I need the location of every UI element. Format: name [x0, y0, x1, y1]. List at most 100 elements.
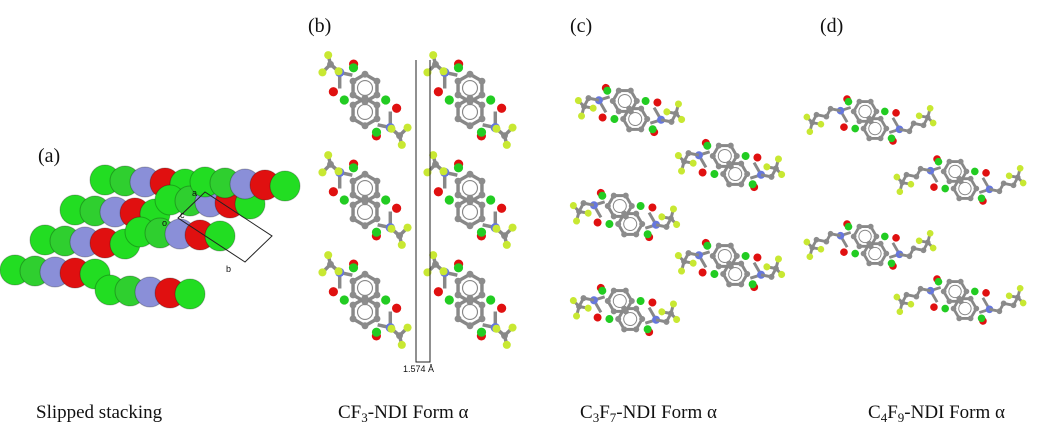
atom: [929, 302, 939, 312]
atom: [398, 341, 406, 349]
atom: [324, 151, 332, 159]
atom: [592, 312, 603, 323]
atom: [1016, 164, 1025, 173]
atom: [387, 225, 395, 233]
atom: [392, 304, 401, 313]
atom: [340, 295, 349, 304]
atom: [740, 151, 751, 162]
atom: [669, 204, 679, 214]
atom: [329, 187, 338, 196]
atom: [434, 287, 443, 296]
ring: [358, 281, 373, 296]
atom: [891, 108, 901, 118]
atom: [640, 96, 651, 107]
molecule: [564, 158, 686, 271]
atom: [492, 225, 500, 233]
atom: [329, 287, 338, 296]
atom: [940, 183, 950, 193]
atom: [362, 171, 369, 178]
ring: [358, 104, 373, 119]
atom: [374, 178, 381, 185]
distance-label: 1.574 Å: [403, 364, 434, 374]
atom: [839, 247, 849, 257]
atom: [467, 171, 474, 178]
molecule: [888, 117, 1032, 243]
atom-sphere: [205, 221, 235, 251]
atom: [392, 204, 401, 213]
caption-part: -NDI Form α: [616, 402, 717, 423]
caption-part: F: [599, 402, 610, 423]
atom: [362, 95, 369, 102]
atom: [318, 68, 326, 76]
atom: [454, 263, 463, 272]
atom: [372, 128, 381, 137]
atom: [374, 115, 381, 122]
atom: [839, 122, 849, 132]
atom: [324, 51, 332, 59]
axis-label: c: [180, 210, 185, 220]
atom: [455, 78, 462, 85]
atom: [486, 95, 495, 104]
atom: [362, 122, 369, 129]
atom: [398, 141, 406, 149]
atom: [981, 168, 991, 178]
atom: [350, 115, 357, 122]
atom: [455, 291, 462, 298]
atom: [455, 178, 462, 185]
atom: [440, 167, 448, 175]
molecular-art: [0, 51, 1032, 367]
atom: [497, 304, 506, 313]
atom: [374, 91, 381, 98]
atom: [497, 104, 506, 113]
atom: [635, 296, 646, 307]
atom: [467, 195, 474, 202]
atom: [455, 315, 462, 322]
atom: [340, 95, 349, 104]
atom: [926, 229, 935, 238]
atom: [318, 168, 326, 176]
atom: [335, 267, 343, 275]
atom: [657, 212, 667, 222]
atom: [509, 224, 517, 232]
atom: [880, 106, 890, 116]
atom: [604, 314, 615, 325]
molecule: [423, 251, 516, 349]
atom: [455, 91, 462, 98]
atom: [895, 307, 904, 316]
ring: [463, 281, 478, 296]
atom: [479, 278, 486, 285]
atom: [915, 236, 924, 245]
atom: [503, 241, 511, 249]
atom: [467, 71, 474, 78]
molecule: [423, 51, 516, 149]
atom: [455, 115, 462, 122]
caption: C3F7-NDI Form α: [580, 402, 717, 425]
atom: [479, 291, 486, 298]
atom: [609, 114, 620, 125]
atom: [635, 201, 646, 212]
atom: [335, 167, 343, 175]
molecule: [669, 108, 791, 221]
atom: [926, 104, 935, 113]
ring: [463, 181, 478, 196]
atom: [981, 288, 991, 298]
panel-label: (d): [820, 15, 843, 37]
atom: [467, 322, 474, 329]
atom: [677, 166, 687, 176]
atom: [479, 302, 486, 309]
atom: [362, 222, 369, 229]
caption: Slipped stacking: [36, 402, 163, 423]
atom: [445, 95, 454, 104]
atom: [486, 195, 495, 204]
atom-sphere: [175, 279, 205, 309]
atom: [455, 278, 462, 285]
molecule: [318, 51, 411, 149]
atom: [455, 102, 462, 109]
atom: [906, 300, 915, 309]
atom: [677, 266, 687, 276]
atom: [455, 302, 462, 309]
atom: [662, 107, 672, 117]
atom: [588, 103, 598, 113]
ring: [463, 304, 478, 319]
atom: [477, 228, 486, 237]
